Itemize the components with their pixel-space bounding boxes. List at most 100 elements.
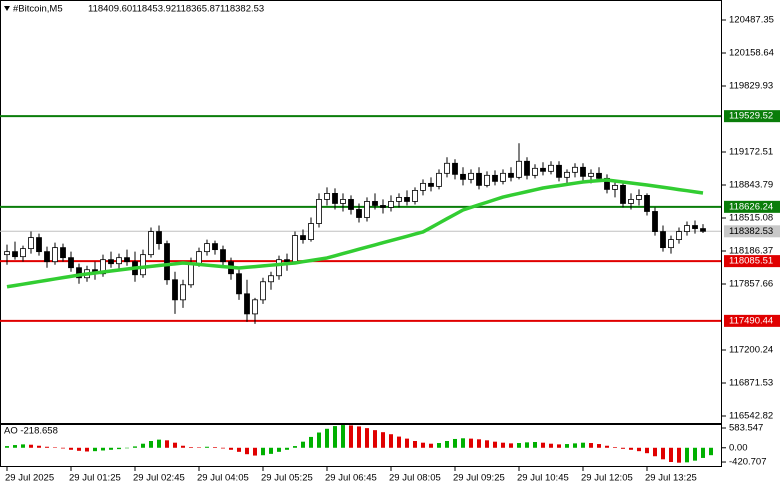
ao-bar [269,447,273,454]
x-tick-label: 29 Jul 02:45 [133,473,185,484]
candle-body [196,251,202,265]
candle-body [308,223,314,240]
ao-bar [29,444,33,448]
ao-bar [397,436,401,448]
candle-body [76,267,82,279]
ao-bar [245,447,249,455]
ao-bar [557,444,561,448]
candle-body [396,197,402,202]
candle-body [108,259,114,265]
candle-body [388,201,394,208]
candle-body [540,167,546,172]
candle-body [332,193,338,204]
candle-body [36,237,42,253]
y-tick-label: 119829.93 [729,81,773,92]
ao-bar [469,438,473,448]
x-tick-label: 29 Jul 09:25 [453,473,505,484]
candle-body [12,251,18,258]
main-panel-frame [0,0,722,424]
ao-bar [477,439,481,448]
ao-bar [357,426,361,448]
ao-bar [605,445,609,448]
ao-bar [525,442,529,448]
ao-bar [565,444,569,448]
level-label: 117490.44 [729,315,773,326]
ao-bar [661,447,665,460]
ao-bar [509,443,513,448]
candle-body [660,231,666,249]
moving-average [6,178,704,289]
ao-bar [61,447,65,449]
candle-body [324,193,330,200]
y-tick-label: 116542.82 [729,411,773,422]
candle-body [476,172,482,186]
candle-body [468,172,474,180]
ao-bar [237,447,241,452]
ao-bar [53,447,57,448]
candle-body [28,237,34,250]
header-value: 118409.60 [88,4,132,15]
ao-bar [453,438,457,448]
candle-body [268,275,274,283]
ao-bar [541,442,545,448]
ao-bar [229,447,233,450]
y-tick-label: 116871.53 [729,378,773,389]
level-label-box [724,255,780,268]
ao-bar [645,447,649,454]
candle-body [68,257,74,269]
candle-body [20,248,26,258]
candle-body [436,172,442,187]
candle-body [380,205,386,208]
ao-label: AO -218.658 [4,426,58,437]
x-tick-label: 29 Jul 08:05 [389,473,441,484]
ao-bar [693,447,697,461]
x-tick-label: 29 Jul 05:25 [261,473,313,484]
ao-bar [445,440,449,448]
candle-body [236,273,242,295]
x-tick-label: 29 Jul 12:05 [581,473,633,484]
y-tick-label: 119172.51 [729,147,773,158]
candle-body [316,199,322,224]
candle-body [340,199,346,204]
candle-body [372,201,378,206]
candle-body [524,160,530,176]
ao-bar [461,438,465,448]
ao-bar [381,432,385,448]
ao-bar [253,447,257,456]
candle-body [556,164,562,178]
candle-body [572,166,578,173]
ao-bar [77,447,81,451]
candle-body [684,225,690,232]
candle-body [580,166,586,177]
candle-body [404,197,410,202]
ao-bar [429,443,433,448]
candle-body [284,259,290,263]
ao-bar [629,447,633,450]
ao-bar [581,442,585,448]
ao-bar [277,447,281,452]
candle-body [212,243,218,251]
ao-bar [621,447,625,449]
level-label-box [724,314,780,327]
ao-bar [261,447,265,456]
ao-bar [685,447,689,463]
ao-bar [349,425,353,448]
candle-body [484,174,490,186]
candle-body [492,174,498,182]
ao-bar [85,447,89,452]
x-tick-label: 29 Jul 04:05 [197,473,249,484]
ao-bar [181,445,185,448]
ao-bar [637,447,641,452]
candle-body [500,172,506,182]
ao-bar [221,447,225,449]
header-value: 118382.53 [220,4,264,15]
candle-body [348,199,354,210]
candle-body [444,162,450,174]
ao-bar [677,447,681,463]
ao-bar [157,439,161,448]
ao-y-tick-label: 583.547 [729,423,763,434]
ao-bar [517,443,521,448]
candle-body [172,279,178,301]
